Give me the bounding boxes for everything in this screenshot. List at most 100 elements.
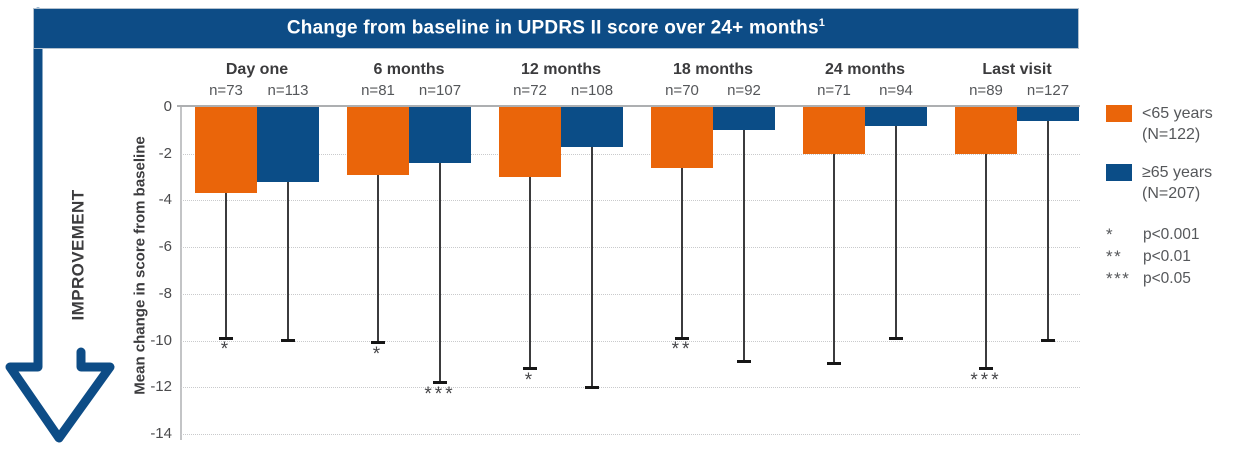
significance-key: * p<0.001 ** p<0.01 *** p<0.05 <box>1106 224 1241 290</box>
error-bar-stem <box>225 193 227 339</box>
y-tick-label: -8 <box>158 284 172 302</box>
sig-key-symbol: * <box>1106 225 1115 244</box>
legend: <65 years (N=122) ≥65 years (N=207) * p<… <box>1106 103 1241 290</box>
error-bar-stem <box>833 153 835 364</box>
legend-label-line2: (N=207) <box>1142 185 1201 202</box>
gridline <box>181 433 1080 435</box>
zero-baseline <box>177 105 1080 107</box>
significance-marker: * <box>524 369 536 391</box>
chart-title-footnote-marker: 1 <box>818 17 826 30</box>
error-bar-cap <box>675 336 689 340</box>
bar-under65 <box>499 107 561 178</box>
error-bar-cap <box>827 362 841 366</box>
error-bar-stem <box>439 163 441 383</box>
category-label: Last visit <box>982 61 1052 78</box>
legend-item-under-65: <65 years (N=122) <box>1106 103 1241 145</box>
category-label: 6 months <box>373 61 445 78</box>
y-axis-title: Mean change in score from baseline <box>131 136 149 395</box>
bar-over65 <box>257 107 319 182</box>
error-bar-stem <box>1047 121 1049 341</box>
error-bar-stem <box>377 174 379 343</box>
n-count-label: n=127 <box>1026 82 1070 99</box>
error-bar-stem <box>529 177 531 369</box>
n-count-label: n=81 <box>361 82 395 99</box>
n-count-label: n=89 <box>969 82 1003 99</box>
n-count-label: n=72 <box>513 82 547 99</box>
sig-key-label: p<0.01 <box>1143 248 1191 265</box>
chart-title: Change from baseline in UPDRS II score o… <box>287 17 825 39</box>
improvement-arrow-path <box>5 7 115 443</box>
y-tick-label: -2 <box>158 144 172 162</box>
error-bar-cap <box>523 367 537 371</box>
plot-area: 0 -2 -4 -6 -8 -10 -12 -14 Day one n=73 * n=113 6 mon… <box>150 61 1080 442</box>
improvement-arrow <box>5 7 115 443</box>
y-tick-label: -12 <box>150 378 172 396</box>
sig-key-label: p<0.001 <box>1143 226 1200 243</box>
bar-over65 <box>865 107 927 126</box>
y-tick-label: 0 <box>163 98 172 116</box>
error-bar-stem <box>681 167 683 339</box>
n-count-label: n=70 <box>665 82 699 99</box>
bar-under65 <box>651 107 713 168</box>
gridline <box>181 387 1080 389</box>
y-tick-label: -14 <box>150 425 172 443</box>
gridline <box>181 153 1080 155</box>
n-count-label: n=107 <box>418 82 462 99</box>
error-bar-cap <box>433 381 447 385</box>
error-bar-stem <box>591 146 593 388</box>
sig-key-row: * p<0.001 <box>1106 224 1241 246</box>
n-count-label: n=113 <box>267 82 309 99</box>
category-label: Day one <box>225 61 289 78</box>
significance-marker: ** <box>671 339 693 361</box>
sig-key-symbol: *** <box>1106 269 1131 288</box>
significance-marker: * <box>220 339 232 361</box>
significance-marker: *** <box>970 369 1002 391</box>
gridline <box>181 200 1080 202</box>
legend-label-line2: (N=122) <box>1142 126 1201 143</box>
sig-key-row: *** p<0.05 <box>1106 268 1241 290</box>
bar-over65 <box>409 107 471 164</box>
error-bar-stem <box>985 153 987 369</box>
error-bar-cap <box>889 336 903 340</box>
sig-key-label: p<0.05 <box>1143 270 1191 287</box>
error-bar-cap <box>585 385 599 389</box>
legend-label-line1: ≥65 years <box>1142 164 1213 181</box>
bar-over65 <box>1017 107 1079 121</box>
gridline <box>181 293 1080 295</box>
legend-label: ≥65 years (N=207) <box>1142 162 1212 204</box>
bar-under65 <box>195 107 257 194</box>
error-bar-stem <box>743 130 745 362</box>
error-bar-cap <box>281 339 295 342</box>
y-tick-label: -6 <box>158 238 172 256</box>
legend-label-line1: <65 years <box>1142 105 1213 122</box>
legend-swatch-blue <box>1106 164 1132 181</box>
y-axis-line <box>180 106 182 440</box>
error-bar-cap <box>219 336 233 340</box>
n-count-label: n=108 <box>570 82 614 99</box>
n-count-label: n=71 <box>817 82 851 99</box>
sig-key-symbol: ** <box>1106 247 1123 266</box>
category-label: 18 months <box>672 61 753 78</box>
sig-key-row: ** p<0.01 <box>1106 246 1241 268</box>
error-bar-cap <box>1041 339 1055 342</box>
legend-item-over-65: ≥65 years (N=207) <box>1106 162 1241 204</box>
n-count-label: n=92 <box>727 82 761 99</box>
error-bar-cap <box>371 341 385 345</box>
y-tick-label: -4 <box>158 191 172 209</box>
y-tick-label: -10 <box>150 331 172 349</box>
bar-over65 <box>713 107 775 131</box>
significance-marker: *** <box>424 383 456 405</box>
bar-under65 <box>955 107 1017 154</box>
chart-title-bar: Change from baseline in UPDRS II score o… <box>33 8 1079 49</box>
n-count-label: n=94 <box>879 82 913 99</box>
category-label: 12 months <box>520 61 601 78</box>
error-bar-stem <box>287 181 289 341</box>
chart-title-text: Change from baseline in UPDRS II score o… <box>286 17 819 39</box>
gridline <box>181 247 1080 249</box>
error-bar-stem <box>895 125 897 339</box>
category-label: 24 months <box>824 61 905 78</box>
error-bar-cap <box>737 360 751 363</box>
error-bar-cap <box>979 367 993 371</box>
significance-marker: * <box>372 343 384 365</box>
